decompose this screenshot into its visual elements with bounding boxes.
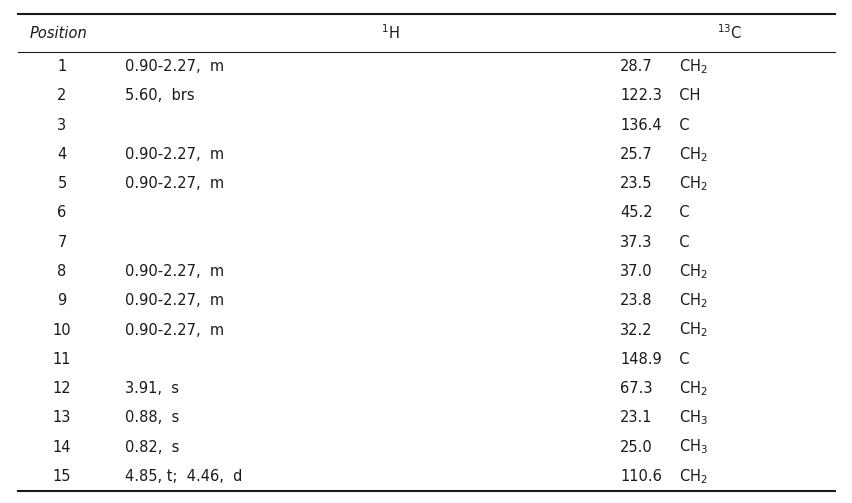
Text: 15: 15 — [53, 469, 72, 484]
Text: 0.90-2.27,  m: 0.90-2.27, m — [125, 176, 224, 191]
Text: $^{13}$C: $^{13}$C — [717, 24, 742, 42]
Text: 0.90-2.27,  m: 0.90-2.27, m — [125, 293, 224, 308]
Text: 9: 9 — [57, 293, 66, 308]
Text: 11: 11 — [53, 352, 72, 367]
Text: C: C — [669, 235, 688, 249]
Text: 4: 4 — [57, 147, 66, 162]
Text: 0.88,  s: 0.88, s — [125, 410, 179, 426]
Text: C: C — [669, 205, 688, 220]
Text: 45.2: 45.2 — [619, 205, 652, 220]
Text: $^{1}$H: $^{1}$H — [380, 24, 399, 42]
Text: CH$_2$: CH$_2$ — [669, 321, 707, 340]
Text: C: C — [669, 352, 688, 367]
Text: 12: 12 — [53, 381, 72, 396]
Text: Position: Position — [30, 26, 88, 41]
Text: 148.9: 148.9 — [619, 352, 661, 367]
Text: 1: 1 — [57, 59, 66, 74]
Text: 5: 5 — [57, 176, 66, 191]
Text: CH$_2$: CH$_2$ — [669, 379, 707, 398]
Text: 110.6: 110.6 — [619, 469, 661, 484]
Text: 14: 14 — [53, 440, 72, 455]
Text: 25.7: 25.7 — [619, 147, 652, 162]
Text: 2: 2 — [57, 89, 66, 104]
Text: CH$_2$: CH$_2$ — [669, 291, 707, 310]
Text: 4.85, t;  4.46,  d: 4.85, t; 4.46, d — [125, 469, 242, 484]
Text: 6: 6 — [57, 205, 66, 220]
Text: 136.4: 136.4 — [619, 118, 661, 133]
Text: 10: 10 — [53, 322, 72, 338]
Text: 0.90-2.27,  m: 0.90-2.27, m — [125, 147, 224, 162]
Text: 0.90-2.27,  m: 0.90-2.27, m — [125, 264, 224, 279]
Text: 0.90-2.27,  m: 0.90-2.27, m — [125, 59, 224, 74]
Text: CH$_3$: CH$_3$ — [669, 408, 707, 427]
Text: 23.8: 23.8 — [619, 293, 652, 308]
Text: CH$_2$: CH$_2$ — [669, 175, 707, 193]
Text: 23.1: 23.1 — [619, 410, 652, 426]
Text: CH$_3$: CH$_3$ — [669, 438, 707, 456]
Text: 25.0: 25.0 — [619, 440, 652, 455]
Text: C: C — [669, 118, 688, 133]
Text: 122.3: 122.3 — [619, 89, 661, 104]
Text: 32.2: 32.2 — [619, 322, 652, 338]
Text: 28.7: 28.7 — [619, 59, 652, 74]
Text: 0.90-2.27,  m: 0.90-2.27, m — [125, 322, 224, 338]
Text: 3: 3 — [57, 118, 66, 133]
Text: CH$_2$: CH$_2$ — [669, 57, 707, 76]
Text: 5.60,  brs: 5.60, brs — [125, 89, 194, 104]
Text: 67.3: 67.3 — [619, 381, 652, 396]
Text: 7: 7 — [57, 235, 66, 249]
Text: 23.5: 23.5 — [619, 176, 652, 191]
Text: 13: 13 — [53, 410, 71, 426]
Text: 3.91,  s: 3.91, s — [125, 381, 179, 396]
Text: 0.82,  s: 0.82, s — [125, 440, 179, 455]
Text: CH$_2$: CH$_2$ — [669, 262, 707, 281]
Text: 8: 8 — [57, 264, 66, 279]
Text: 37.3: 37.3 — [619, 235, 652, 249]
Text: CH$_2$: CH$_2$ — [669, 467, 707, 486]
Text: CH: CH — [669, 89, 699, 104]
Text: 37.0: 37.0 — [619, 264, 652, 279]
Text: CH$_2$: CH$_2$ — [669, 145, 707, 164]
